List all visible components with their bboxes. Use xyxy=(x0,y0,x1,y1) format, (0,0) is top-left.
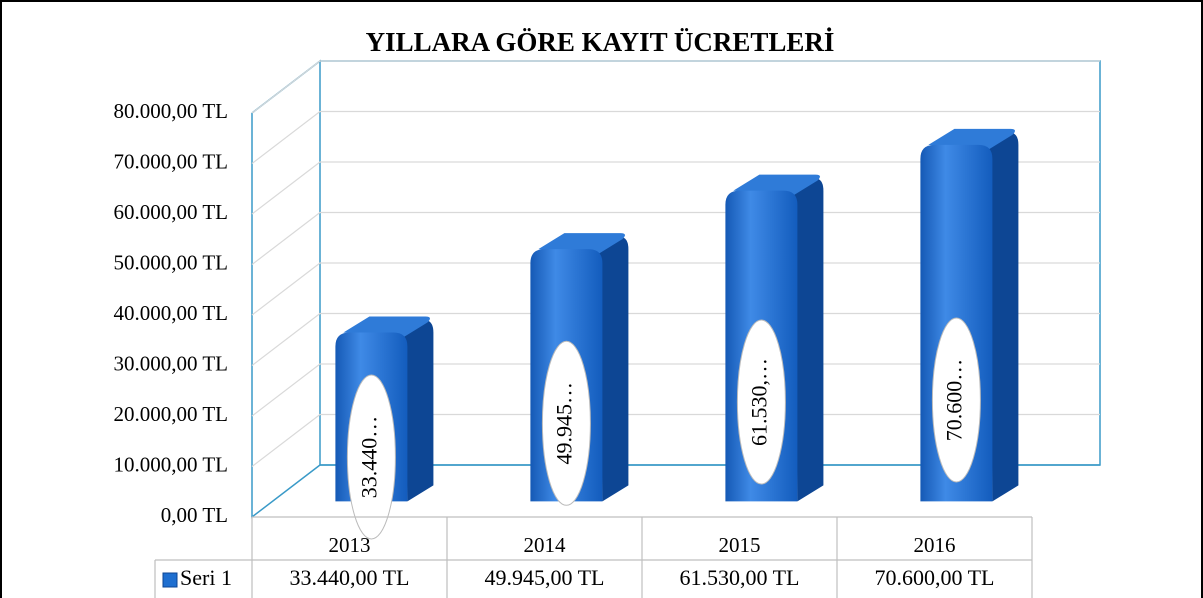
y-tick-label: 80.000,00 TL xyxy=(113,99,228,123)
value-label: 49.945… xyxy=(551,382,576,465)
y-tick-label: 50.000,00 TL xyxy=(113,250,228,274)
value-label-box xyxy=(931,317,981,483)
x-tick-label: 2014 xyxy=(524,533,567,557)
y-tick-label: 30.000,00 TL xyxy=(113,351,228,375)
value-label-box xyxy=(541,340,591,506)
x-tick-label: 2016 xyxy=(914,533,956,557)
value-label: 61.530,… xyxy=(746,358,771,446)
table-cell: 33.440,00 TL xyxy=(290,565,410,590)
y-tick-label: 60.000,00 TL xyxy=(113,200,228,224)
bar-side xyxy=(988,132,1019,502)
table-cell: 61.530,00 TL xyxy=(680,565,800,590)
grid-line xyxy=(251,312,1100,366)
x-tick-label: 2015 xyxy=(719,533,761,557)
value-label-box xyxy=(736,319,786,485)
value-label: 70.600… xyxy=(941,359,966,442)
y-tick-label: 70.000,00 TL xyxy=(113,149,228,173)
bar-side xyxy=(403,320,434,502)
grid-line xyxy=(251,262,1100,316)
value-label-box xyxy=(346,374,396,540)
grid-line xyxy=(251,211,1100,265)
y-tick-label: 20.000,00 TL xyxy=(113,402,228,426)
legend-label: Seri 1 xyxy=(180,565,232,590)
grid-line xyxy=(251,363,1100,417)
legend-swatch xyxy=(162,572,178,588)
grid-line xyxy=(251,413,1100,467)
table-cell: 70.600,00 TL xyxy=(875,565,995,590)
value-label: 33.440… xyxy=(356,416,381,499)
chart-title: YILLARA GÖRE KAYIT ÜCRETLERİ xyxy=(366,27,835,57)
axis-floor xyxy=(251,113,321,519)
y-tick-label: 40.000,00 TL xyxy=(113,301,228,325)
table-cell: 49.945,00 TL xyxy=(485,565,605,590)
grid-line xyxy=(251,110,1100,164)
x-tick-label: 2013 xyxy=(329,533,371,557)
y-tick-label: 0,00 TL xyxy=(161,503,228,527)
bar-side xyxy=(598,237,629,502)
bar-side xyxy=(793,178,824,502)
y-tick-label: 10.000,00 TL xyxy=(113,452,228,476)
grid-line xyxy=(251,60,1100,114)
grid-line xyxy=(251,161,1100,215)
